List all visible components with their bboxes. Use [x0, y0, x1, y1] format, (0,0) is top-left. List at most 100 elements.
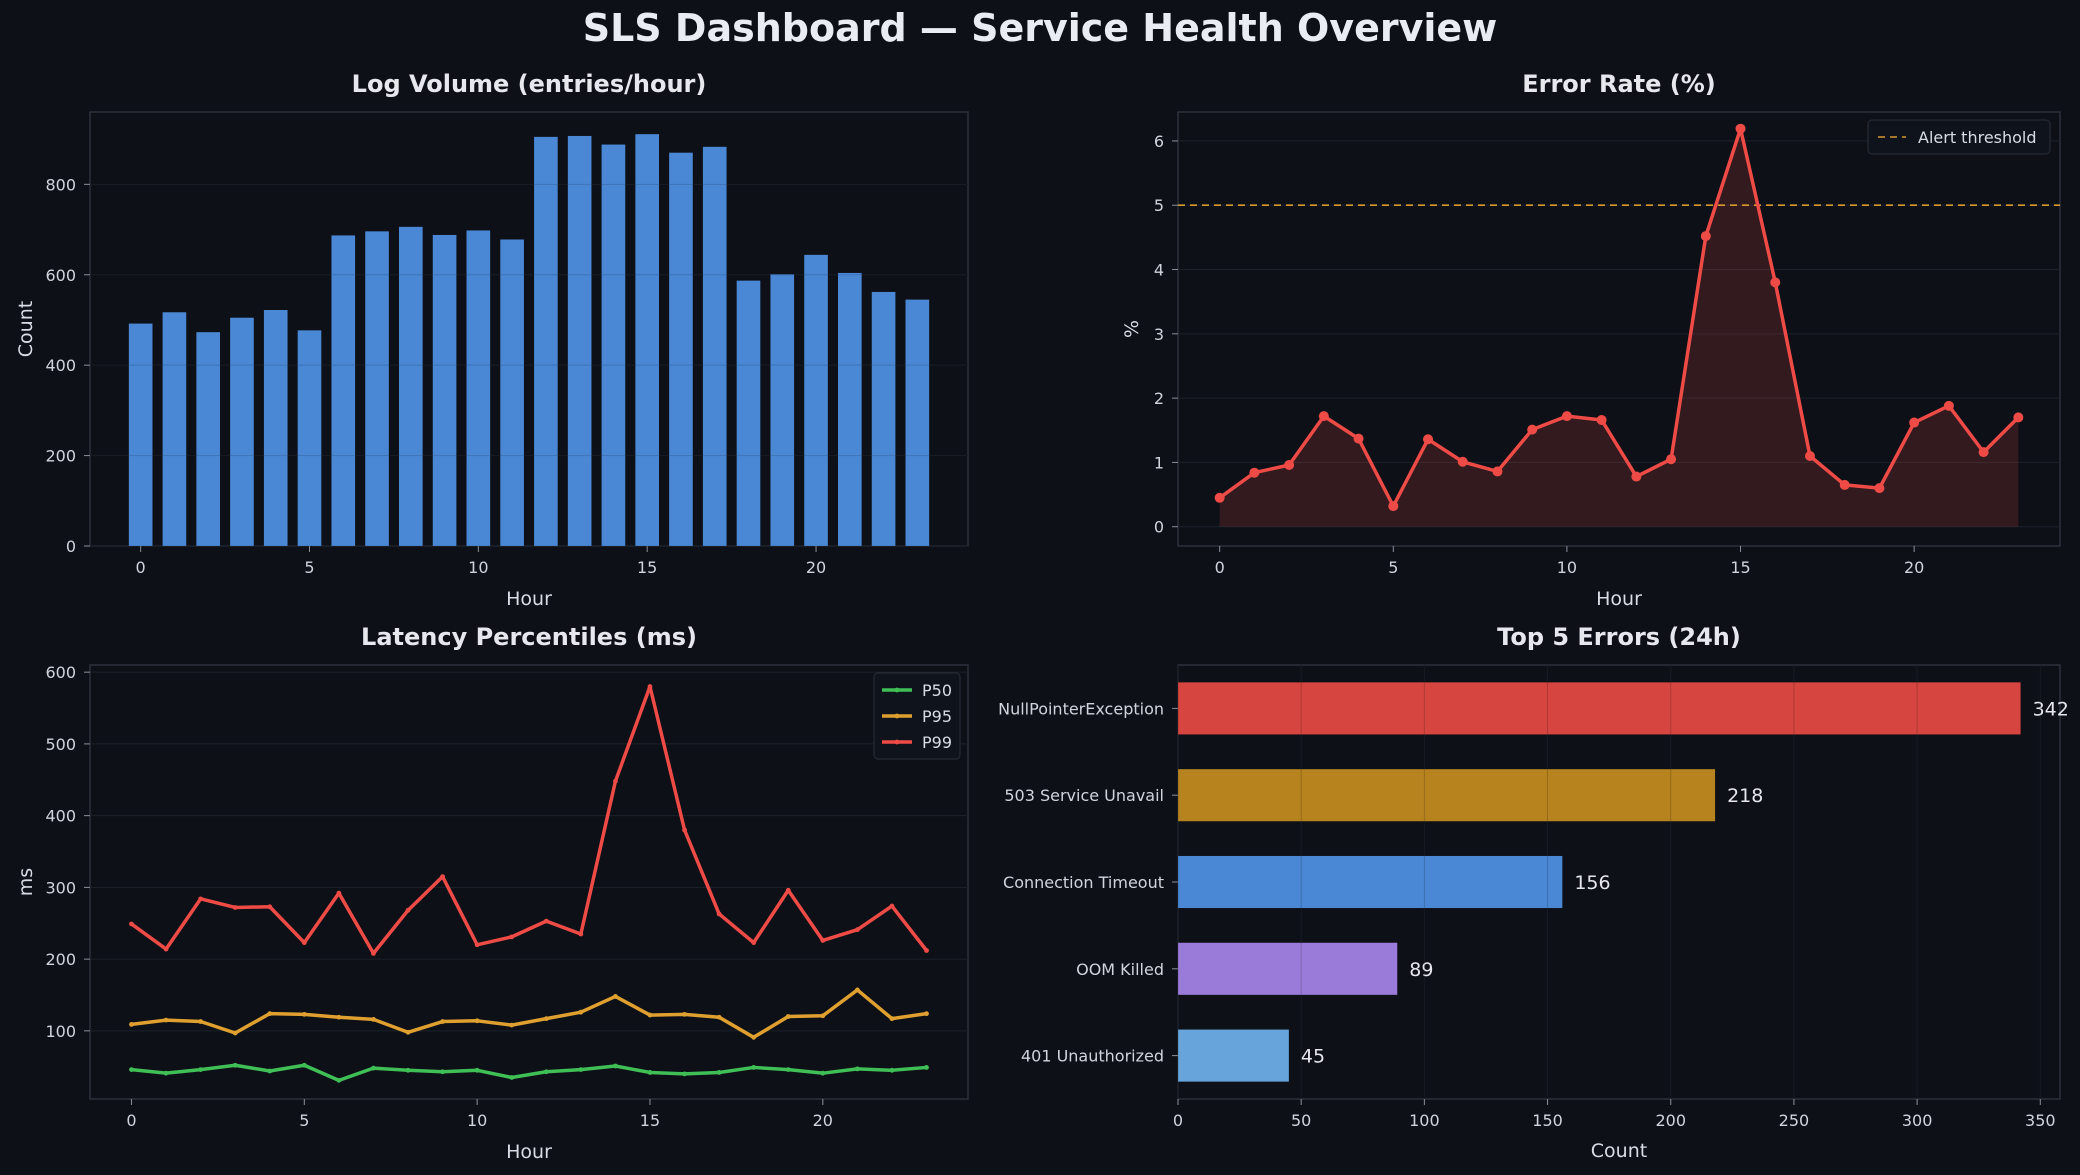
- latency-xtick-label: 15: [640, 1111, 660, 1130]
- latency-series-p95-point: [509, 1022, 515, 1028]
- latency-series-p50-point: [163, 1070, 169, 1076]
- error-rate-frame: [1177, 111, 2061, 547]
- error-rate-ytick-label: 2: [1154, 389, 1164, 408]
- log-volume-bar: [297, 330, 322, 546]
- error-rate-legend-box: [1867, 119, 2051, 155]
- top-errors-xtick-label: 0: [1173, 1111, 1183, 1130]
- log-volume-bar: [804, 254, 828, 546]
- latency-series-p99-point: [682, 827, 687, 833]
- latency-series-p99-point: [889, 903, 895, 909]
- error-rate-point: [1700, 231, 1711, 242]
- latency-series-p50-point: [474, 1067, 480, 1073]
- latency-legend-label: P99: [922, 733, 952, 752]
- latency-series-p99-point: [198, 896, 204, 902]
- error-rate-ytick-label: 1: [1154, 453, 1164, 472]
- error-rate-point: [1492, 466, 1503, 477]
- log-volume-bar: [466, 230, 491, 546]
- top-errors-category-label: 503 Service Unavail: [1004, 786, 1164, 805]
- error-rate-point: [1596, 414, 1607, 425]
- latency-series-p99-point: [785, 887, 791, 893]
- top-errors-value-label: 218: [1727, 785, 1763, 807]
- top-errors-bar: [1178, 855, 1563, 909]
- top-errors-xtick-label: 50: [1291, 1111, 1311, 1130]
- error-rate-point: [1353, 433, 1364, 444]
- latency-series-p95-point: [578, 1009, 584, 1015]
- latency-series-p99-point: [474, 942, 480, 948]
- latency-series-p50-point: [509, 1075, 515, 1080]
- latency-series-p95-point: [301, 1011, 307, 1017]
- latency-series-p95-point: [854, 987, 860, 993]
- top-errors-value-label: 156: [1574, 872, 1610, 894]
- latency-series-p99-point: [543, 918, 549, 924]
- latency-series-p99-point: [301, 940, 307, 946]
- latency-ytick-label: 400: [45, 807, 76, 826]
- latency-series-p50-point: [129, 1067, 134, 1072]
- latency-series-p99-point: [129, 921, 134, 927]
- log-volume-bar: [669, 152, 693, 546]
- error-rate-point: [1874, 483, 1885, 494]
- log-volume-bar: [162, 312, 187, 546]
- error-rate-point: [1457, 456, 1468, 467]
- latency-series-p99-point: [509, 934, 515, 940]
- latency-series-p99-point: [267, 904, 273, 910]
- log-volume-ytick-label: 0: [66, 537, 76, 556]
- latency-series-p50-point: [854, 1066, 860, 1072]
- latency-legend-marker: [894, 713, 900, 719]
- error-rate-point: [1735, 123, 1746, 134]
- error-rate-title: Error Rate (%): [1522, 70, 1716, 98]
- latency-series-p95-point: [440, 1019, 445, 1024]
- latency-series-p95-point: [371, 1016, 376, 1022]
- latency-series-p95-point: [716, 1014, 722, 1020]
- top-errors-category-label: NullPointerException: [998, 699, 1164, 718]
- latency-series-p99-point: [716, 911, 722, 917]
- latency-series-p95-point: [647, 1012, 653, 1018]
- log-volume-ylabel: Count: [15, 301, 37, 357]
- latency-series-p95-point: [785, 1014, 791, 1019]
- latency-series-p50-point: [647, 1070, 653, 1075]
- log-volume-bar: [128, 323, 153, 546]
- log-volume-bar: [230, 317, 254, 546]
- latency-series-p50-point: [405, 1067, 411, 1073]
- log-volume-xtick-label: 15: [637, 558, 657, 577]
- error-rate-ytick-label: 4: [1154, 261, 1164, 280]
- log-volume-ytick-label: 600: [45, 266, 76, 285]
- latency-series-p50-point: [371, 1065, 376, 1071]
- error-rate-xtick-label: 15: [1730, 558, 1750, 577]
- error-rate-point: [1770, 277, 1781, 288]
- log-volume-bar: [398, 226, 423, 546]
- top-errors-xtick-label: 250: [1779, 1111, 1810, 1130]
- error-rate-point: [1631, 471, 1642, 482]
- latency-series-p95-point: [543, 1016, 549, 1022]
- error-rate-ytick-label: 3: [1154, 325, 1164, 344]
- error-rate-point: [1804, 450, 1815, 461]
- latency-series-p50-point: [301, 1062, 307, 1068]
- latency-series-p99-point: [820, 938, 826, 943]
- log-volume-xtick-label: 5: [304, 558, 314, 577]
- log-volume-bar: [196, 332, 221, 546]
- latency-xtick-label: 10: [467, 1111, 487, 1130]
- latency-series-p99-point: [405, 907, 411, 913]
- latency-series-p99-point: [440, 874, 445, 880]
- latency-series-p95-line: [131, 988, 927, 1040]
- latency-series-p95-point: [405, 1029, 411, 1035]
- error-rate-xtick-label: 5: [1388, 558, 1398, 577]
- latency-legend-marker: [894, 687, 900, 693]
- latency-series-p50-point: [785, 1067, 791, 1072]
- error-rate-ytick-label: 0: [1154, 518, 1164, 537]
- error-rate-area-fill: [1219, 128, 2019, 527]
- top-errors-xtick-label: 100: [1409, 1111, 1440, 1130]
- top-errors-xtick-label: 150: [1532, 1111, 1563, 1130]
- error-rate-point: [1909, 417, 1920, 428]
- latency-series-p50-point: [613, 1063, 618, 1069]
- latency-series-p50-point: [820, 1070, 826, 1076]
- log-volume-bar: [702, 146, 727, 546]
- log-volume-ytick-label: 800: [45, 175, 76, 194]
- latency-series-p99-point: [336, 890, 342, 896]
- log-volume-bar: [534, 136, 558, 547]
- latency-ytick-label: 500: [45, 735, 76, 754]
- latency-legend-label: P95: [922, 707, 952, 726]
- latency-series-p50-point: [751, 1065, 757, 1070]
- top-errors-category-label: Connection Timeout: [1003, 873, 1164, 892]
- error-rate-xtick-label: 20: [1904, 558, 1924, 577]
- log-volume-xtick-label: 10: [468, 558, 488, 577]
